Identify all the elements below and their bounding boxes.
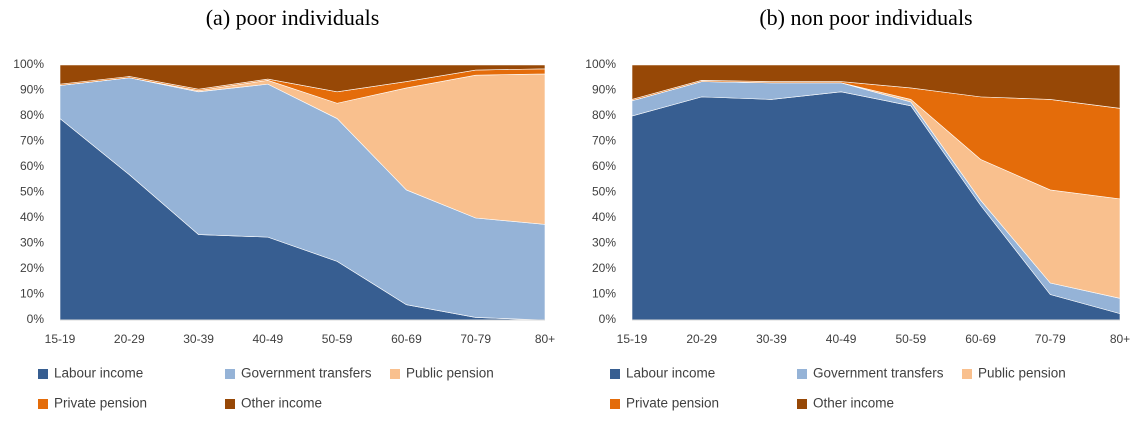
legend-label: Government transfers xyxy=(241,366,372,381)
y-tick-label: 40% xyxy=(592,210,616,224)
legend-swatch xyxy=(225,399,235,409)
legend-swatch xyxy=(962,369,972,379)
x-tick-label: 80+ xyxy=(535,332,555,346)
y-tick-label: 0% xyxy=(27,312,45,326)
x-tick-label: 50-59 xyxy=(322,332,353,346)
legend-label: Labour income xyxy=(626,366,715,381)
x-tick-label: 15-19 xyxy=(617,332,648,346)
y-tick-label: 90% xyxy=(20,83,44,97)
legend-label: Other income xyxy=(241,396,322,411)
x-tick-label: 60-69 xyxy=(391,332,422,346)
legend-label: Labour income xyxy=(54,366,143,381)
y-tick-label: 70% xyxy=(20,134,44,148)
legend-swatch xyxy=(797,399,807,409)
legend-label: Private pension xyxy=(626,396,719,411)
y-tick-label: 30% xyxy=(592,236,616,250)
x-tick-label: 70-79 xyxy=(460,332,491,346)
legend-swatch xyxy=(390,369,400,379)
x-tick-label: 50-59 xyxy=(896,332,927,346)
area xyxy=(59,64,546,93)
x-tick-label: 20-29 xyxy=(114,332,145,346)
y-tick-label: 50% xyxy=(592,185,616,199)
legend-label: Public pension xyxy=(978,366,1066,381)
y-tick-label: 70% xyxy=(592,134,616,148)
y-tick-label: 100% xyxy=(585,57,616,71)
chart-title: (b) non poor individuals xyxy=(759,5,972,30)
legend-swatch xyxy=(225,369,235,379)
legend-label: Public pension xyxy=(406,366,494,381)
legend-label: Government transfers xyxy=(813,366,944,381)
y-tick-label: 80% xyxy=(20,108,44,122)
area xyxy=(631,64,1121,109)
legend-swatch xyxy=(797,369,807,379)
y-tick-label: 20% xyxy=(20,261,44,275)
y-tick-label: 60% xyxy=(20,159,44,173)
y-tick-label: 30% xyxy=(20,236,44,250)
legend-swatch xyxy=(610,399,620,409)
x-tick-label: 60-69 xyxy=(965,332,996,346)
y-tick-label: 40% xyxy=(20,210,44,224)
y-tick-label: 100% xyxy=(13,57,44,71)
y-tick-label: 20% xyxy=(592,261,616,275)
x-tick-label: 80+ xyxy=(1110,332,1130,346)
chart-title: (a) poor individuals xyxy=(206,5,380,30)
x-tick-label: 30-39 xyxy=(756,332,787,346)
y-tick-label: 90% xyxy=(592,83,616,97)
y-tick-label: 60% xyxy=(592,159,616,173)
x-tick-label: 40-49 xyxy=(826,332,857,346)
y-tick-label: 10% xyxy=(20,287,44,301)
legend-swatch xyxy=(38,369,48,379)
y-tick-label: 10% xyxy=(592,287,616,301)
legend-swatch xyxy=(38,399,48,409)
x-tick-label: 15-19 xyxy=(45,332,76,346)
x-tick-label: 20-29 xyxy=(686,332,717,346)
y-tick-label: 50% xyxy=(20,185,44,199)
x-tick-label: 40-49 xyxy=(253,332,284,346)
legend-swatch xyxy=(610,369,620,379)
legend-label: Other income xyxy=(813,396,894,411)
legend-label: Private pension xyxy=(54,396,147,411)
y-tick-label: 0% xyxy=(599,312,617,326)
x-tick-label: 70-79 xyxy=(1035,332,1066,346)
y-tick-label: 80% xyxy=(592,108,616,122)
x-tick-label: 30-39 xyxy=(183,332,214,346)
